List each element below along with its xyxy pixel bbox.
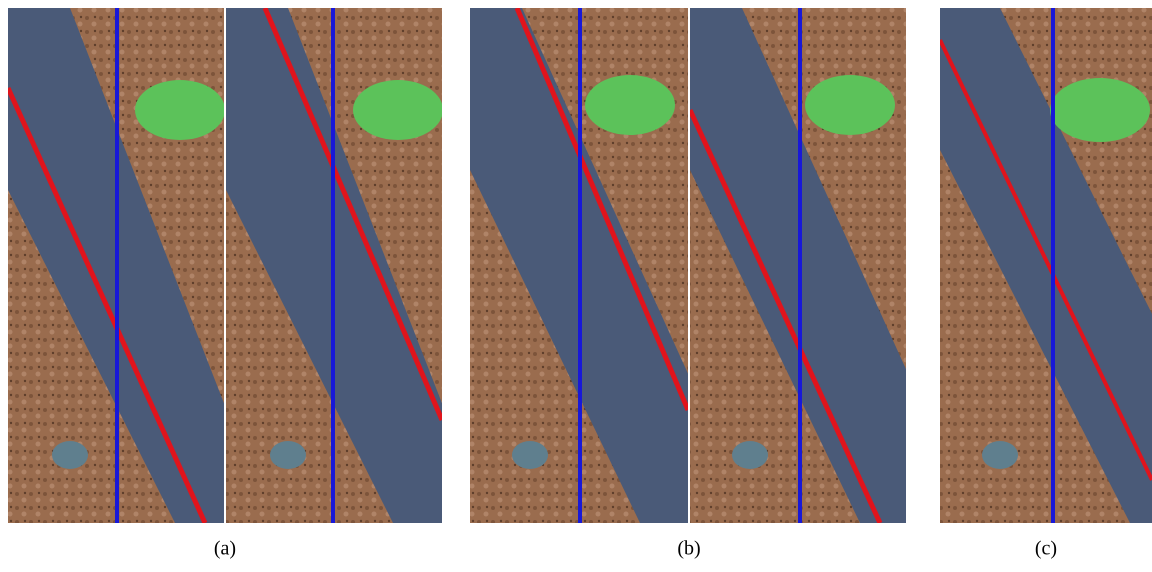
photo-a-right	[226, 8, 442, 523]
photo-b-left	[470, 8, 688, 523]
photo-c	[940, 8, 1152, 523]
caption: (b)	[677, 538, 700, 560]
photo-a-left	[8, 8, 224, 523]
photo-b-right	[690, 8, 906, 523]
caption: (a)	[214, 538, 236, 560]
caption: (c)	[1035, 538, 1057, 560]
